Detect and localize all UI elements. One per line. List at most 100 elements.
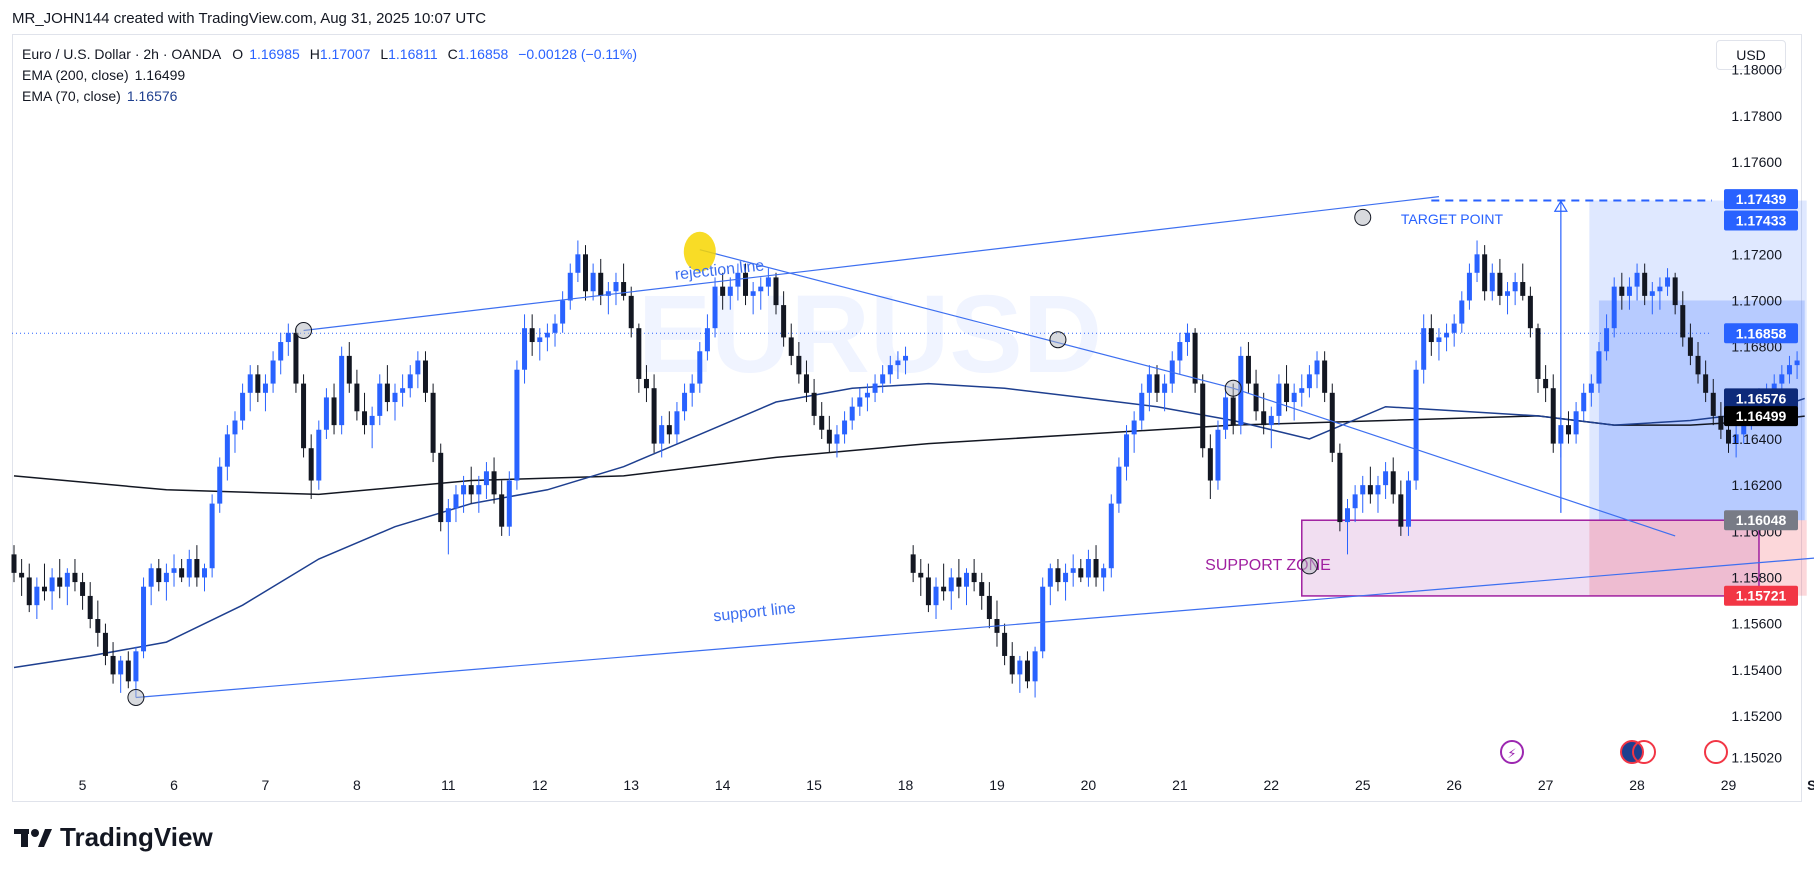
candle-body [1619, 286, 1625, 296]
candle-body [964, 572, 969, 587]
candle-body [499, 494, 505, 527]
candle-body [1177, 342, 1183, 361]
low-value: 1.16811 [388, 46, 438, 62]
candle-body [1055, 568, 1061, 583]
candle-body [41, 586, 47, 592]
support-line-label: support line [713, 600, 797, 626]
candle-body [514, 369, 520, 481]
candle-body [1116, 466, 1122, 504]
candle-body [1794, 360, 1800, 366]
candle-body [1520, 282, 1526, 296]
y-tick-label: 1.17000 [1731, 292, 1782, 308]
candle-body [864, 392, 870, 398]
candle-body [704, 328, 710, 352]
upper-channel-line [303, 196, 1440, 332]
candle-body [1017, 660, 1023, 675]
candle-body [1154, 374, 1160, 393]
candle-body [1527, 295, 1533, 329]
x-tick-label: 6 [170, 777, 178, 793]
ema200-row[interactable]: EMA (200, close) 1.16499 [22, 65, 637, 86]
symbol-row: Euro / U.S. Dollar · 2h · OANDA O 1.16985… [22, 44, 637, 65]
us-flag-icon [1704, 740, 1728, 764]
candle-body [552, 323, 558, 333]
candle-body [712, 286, 718, 329]
candle-body [1726, 429, 1731, 444]
candle-body [842, 420, 848, 435]
candle-body [720, 286, 726, 296]
pivot-marker [1354, 208, 1372, 226]
pivot-marker [127, 688, 145, 706]
candle-body [537, 337, 543, 343]
candle-body [278, 342, 284, 361]
x-tick-label: 18 [898, 777, 914, 793]
candle-body [1558, 425, 1564, 444]
x-tick-label: 21 [1172, 777, 1188, 793]
ema70-row[interactable]: EMA (70, close) 1.16576 [22, 86, 637, 107]
candle-body [1474, 254, 1480, 273]
pivot-marker [1049, 331, 1067, 349]
candle-body [1573, 411, 1579, 435]
candle-body [849, 406, 855, 421]
price-badge [1724, 388, 1798, 409]
event-icon [1500, 740, 1524, 764]
y-tick-label: 1.15600 [1731, 616, 1782, 632]
close-label: C [447, 46, 458, 62]
candle-body [659, 425, 665, 444]
tradingview-logo[interactable]: TradingView [14, 822, 213, 853]
candle-body [1200, 383, 1206, 449]
target-arrow-head [1553, 200, 1568, 212]
chart-frame [12, 34, 1802, 802]
candle-body [1581, 392, 1587, 412]
currency-button[interactable]: USD [1716, 40, 1786, 70]
candle-body [247, 374, 253, 393]
candle-body [468, 485, 474, 495]
candle-body [1611, 286, 1617, 329]
candle-body [567, 272, 573, 301]
price-badge [1724, 585, 1798, 606]
candle-body [491, 471, 497, 495]
price-badge [1724, 323, 1798, 344]
candle-body [1604, 328, 1610, 352]
candle-body [1489, 272, 1495, 292]
x-tick-label: 27 [1538, 777, 1554, 793]
candle-body [1070, 568, 1076, 573]
candle-body [1413, 369, 1419, 481]
candle-body [529, 328, 535, 343]
candle-body [643, 378, 649, 389]
x-tick-label: 7 [262, 777, 270, 793]
candle-body [910, 554, 916, 573]
candle-body [1261, 411, 1267, 426]
candle-body [727, 286, 733, 296]
tradingview-logo-icon [14, 828, 52, 847]
candle-body [773, 277, 779, 306]
candle-body [49, 577, 55, 592]
pivot-marker [1300, 557, 1318, 575]
us-flag-icon [1632, 740, 1656, 764]
support-zone-label: SUPPORT ZONE [1205, 557, 1331, 574]
candle-body [1078, 568, 1084, 578]
price-badge-label: 1.16858 [1736, 325, 1787, 341]
candle-body [453, 494, 459, 509]
low-label: L [380, 46, 389, 62]
rejection-trendline [699, 249, 1234, 389]
candle-body [1451, 323, 1457, 333]
x-tick-label: 29 [1721, 777, 1737, 793]
y-tick-label: 1.18000 [1731, 62, 1782, 78]
candle-body [956, 577, 962, 587]
candle-body [1588, 383, 1594, 393]
candle-body [1268, 415, 1274, 426]
price-badge-label: 1.16499 [1736, 408, 1787, 424]
y-tick-label: 1.16200 [1731, 477, 1782, 493]
x-tick-label: 8 [353, 777, 361, 793]
candle-body [1626, 286, 1632, 296]
candle-body [1131, 420, 1137, 435]
candle-body [202, 568, 207, 578]
candle-body [1482, 254, 1488, 292]
candle-body [796, 355, 802, 375]
symbol-title[interactable]: Euro / U.S. Dollar · 2h · OANDA [22, 46, 221, 62]
candle-body [369, 415, 375, 426]
candle-body [903, 355, 909, 361]
x-tick-label: 26 [1446, 777, 1462, 793]
candle-body [1497, 272, 1503, 296]
